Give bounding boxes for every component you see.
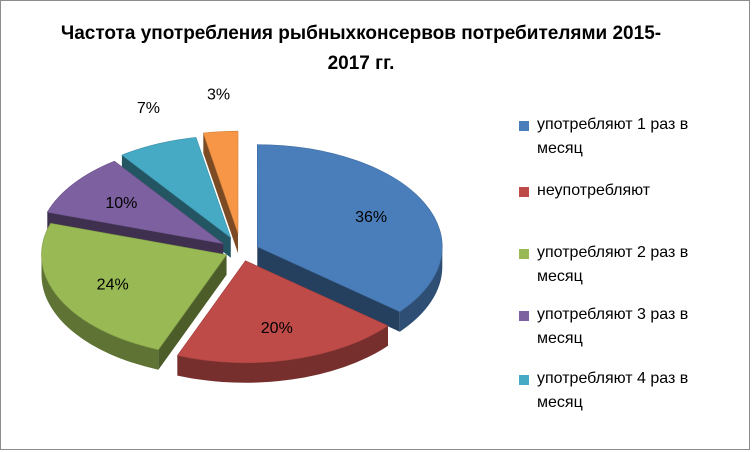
pie-slice-2 [41,222,228,351]
legend-label: неупотребляют [537,182,651,199]
pie-slice-1 [176,260,389,364]
pie-slice-3 [46,160,224,245]
legend-label: употребляют 1 раз в месяц [537,116,689,157]
pie-labels: 36% 20% 24% 10% 7% 3% [97,86,387,337]
pie-slice-wall [257,246,400,332]
legend-swatch [519,249,529,259]
pie-data-label: 36% [355,209,387,226]
pie-slice-5 [202,130,239,234]
pie-data-label: 7% [137,100,160,117]
pie-tops [41,130,443,364]
pie-slice-4 [121,137,232,239]
pie-data-label: 10% [105,195,137,212]
legend-swatch [519,311,529,321]
legend-swatch [519,187,529,197]
pie-slice-edge [177,325,388,383]
pie-data-label: 20% [261,320,293,337]
legend-label: употребляют 2 раз в месяц [537,244,689,285]
legend-label: употребляют 3 раз в месяц [537,306,689,347]
pie-slice-edge [399,246,443,332]
chart-title: Частота употребления рыбныхконсервов пот… [60,23,662,74]
legend-label: употребляют 4 раз в месяц [537,370,689,411]
legend-swatch [519,121,529,131]
pie-data-label: 3% [207,86,230,103]
pie-slice-wall [203,133,238,254]
pie-slice-wall [158,254,227,370]
pie-slice-0 [256,144,443,313]
pie-data-label: 24% [97,276,129,293]
legend-swatch [519,375,529,385]
pie-slice-edge [41,254,159,370]
